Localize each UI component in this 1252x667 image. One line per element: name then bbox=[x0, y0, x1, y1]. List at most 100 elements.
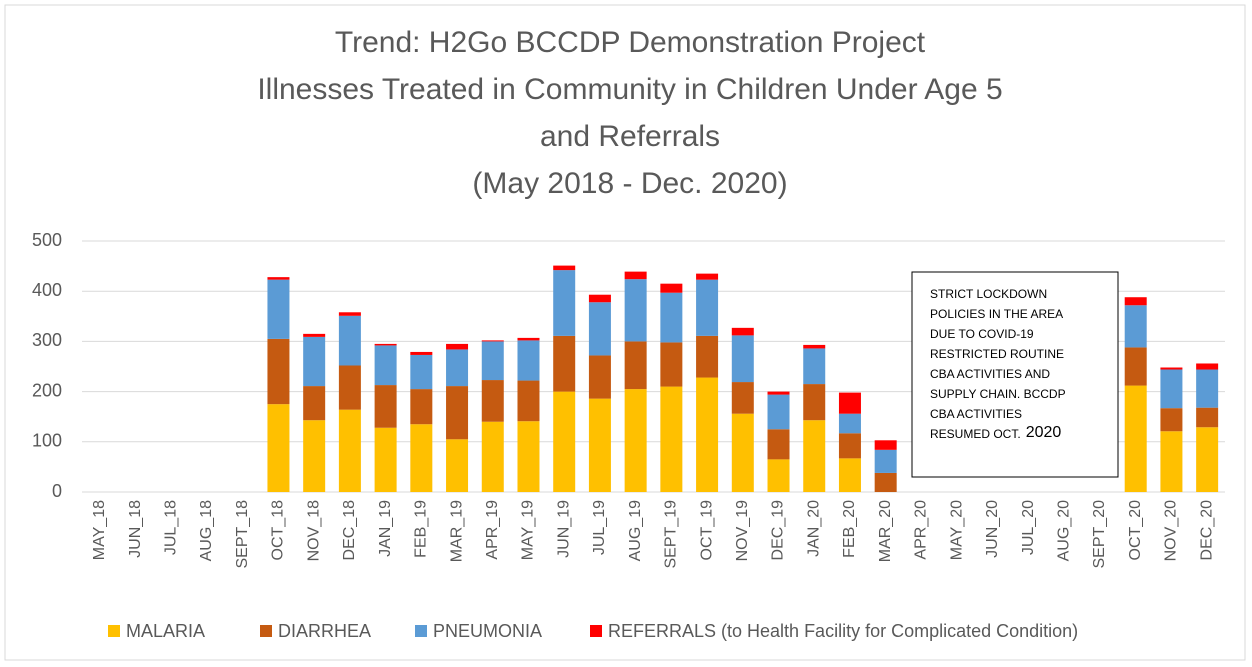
bar-segment bbox=[1124, 297, 1147, 306]
bar-segment bbox=[1124, 347, 1147, 386]
bar-segment bbox=[660, 386, 683, 492]
bar-segment bbox=[660, 342, 683, 387]
bar-segment bbox=[553, 391, 576, 492]
annotation-text: CBA ACTIVITIES AND bbox=[930, 367, 1050, 381]
x-tick-label: MAR_19 bbox=[448, 500, 465, 562]
bar-segment bbox=[624, 341, 647, 390]
bar-segment bbox=[624, 279, 647, 342]
annotation-text: POLICIES IN THE AREA bbox=[930, 307, 1063, 321]
x-tick-label: DEC_19 bbox=[770, 500, 787, 561]
x-tick-label: DEC_20 bbox=[1198, 500, 1215, 561]
bar-segment bbox=[410, 389, 433, 425]
x-tick-label: AUG_20 bbox=[1055, 500, 1072, 561]
bar-segment bbox=[374, 385, 397, 428]
bar-segment bbox=[588, 355, 611, 399]
bar-segment bbox=[553, 270, 576, 336]
x-tick-label: SEPT_20 bbox=[1091, 500, 1108, 569]
x-tick-label: MAY_19 bbox=[520, 500, 537, 560]
bar-segment bbox=[838, 458, 861, 492]
x-tick-label: JUL_20 bbox=[1020, 500, 1037, 555]
bar-segment bbox=[803, 384, 826, 421]
bar-segment bbox=[338, 312, 361, 316]
legend-label: DIARRHEA bbox=[278, 621, 371, 641]
x-tick-label: JUL_18 bbox=[163, 500, 180, 555]
x-tick-label: APR_19 bbox=[484, 500, 501, 560]
bar-segment bbox=[446, 439, 469, 492]
annotation-box bbox=[911, 271, 1119, 478]
bar-segment bbox=[553, 265, 576, 271]
bar-segment bbox=[803, 344, 826, 349]
y-tick-label: 300 bbox=[32, 330, 62, 350]
bar-segment bbox=[1124, 305, 1147, 348]
bar-segment bbox=[731, 335, 754, 383]
x-tick-label: JAN_19 bbox=[377, 500, 394, 557]
legend-swatch bbox=[415, 625, 427, 637]
legend-swatch bbox=[108, 625, 120, 637]
bar-segment bbox=[338, 409, 361, 492]
annotation-text: STRICT LOCKDOWN bbox=[930, 287, 1047, 301]
bar-segment bbox=[481, 341, 504, 381]
bar-segment bbox=[1196, 363, 1219, 370]
legend-swatch bbox=[590, 625, 602, 637]
bar-segment bbox=[1196, 427, 1219, 492]
x-tick-label: AUG_19 bbox=[627, 500, 644, 561]
bar-segment bbox=[588, 302, 611, 356]
bar-segment bbox=[338, 315, 361, 366]
bar-segment bbox=[696, 273, 719, 280]
bar-segment bbox=[874, 449, 897, 473]
bar-segment bbox=[303, 386, 326, 421]
bar-segment bbox=[624, 389, 647, 492]
bar-segment bbox=[446, 349, 469, 387]
bar-segment bbox=[303, 336, 326, 387]
annotation-text: DUE TO COVID-19 bbox=[930, 327, 1034, 341]
bar-segment bbox=[303, 333, 326, 337]
bar-segment bbox=[374, 427, 397, 492]
bar-segment bbox=[696, 377, 719, 492]
y-tick-label: 400 bbox=[32, 280, 62, 300]
bar-segment bbox=[803, 420, 826, 492]
bar-segment bbox=[838, 413, 861, 434]
x-tick-label: AUG_18 bbox=[198, 500, 215, 561]
y-tick-label: 100 bbox=[32, 431, 62, 451]
bar-segment bbox=[517, 340, 540, 381]
bar-segment bbox=[1160, 369, 1183, 409]
chart-title: (May 2018 - Dec. 2020) bbox=[472, 167, 787, 200]
x-tick-label: NOV_20 bbox=[1163, 500, 1180, 561]
bar-segment bbox=[1160, 408, 1183, 432]
x-tick-label: DEC_18 bbox=[341, 500, 358, 561]
bar-segment bbox=[767, 394, 790, 430]
bar-segment bbox=[267, 404, 290, 492]
x-tick-label: FEB_20 bbox=[841, 500, 858, 558]
bar-segment bbox=[481, 380, 504, 422]
bar-segment bbox=[588, 294, 611, 303]
bar-segment bbox=[696, 335, 719, 378]
bar-segment bbox=[374, 345, 397, 386]
bar-segment bbox=[303, 420, 326, 492]
bar-segment bbox=[1160, 431, 1183, 492]
y-tick-label: 200 bbox=[32, 380, 62, 400]
annotation-text: SUPPLY CHAIN. BCCDP bbox=[930, 387, 1066, 401]
bar-segment bbox=[696, 279, 719, 336]
bar-segment bbox=[267, 277, 290, 280]
bar-segment bbox=[1160, 367, 1183, 370]
x-tick-label: NOV_18 bbox=[305, 500, 322, 561]
bar-segment bbox=[553, 335, 576, 392]
annotation-text: CBA ACTIVITIES bbox=[930, 407, 1022, 421]
legend-label: PNEUMONIA bbox=[433, 621, 542, 641]
bar-segment bbox=[410, 354, 433, 390]
y-tick-label: 0 bbox=[52, 481, 62, 501]
bar-segment bbox=[410, 351, 433, 355]
x-tick-label: MAY_18 bbox=[91, 500, 108, 560]
x-tick-label: NOV_19 bbox=[734, 500, 751, 561]
annotation-text: RESTRICTED ROUTINE bbox=[930, 347, 1064, 361]
x-tick-label: JUN_18 bbox=[127, 500, 144, 558]
chart-title: Illnesses Treated in Community in Childr… bbox=[257, 73, 1002, 106]
bar-segment bbox=[731, 382, 754, 414]
bar-segment bbox=[624, 271, 647, 280]
bar-segment bbox=[517, 421, 540, 492]
bar-segment bbox=[874, 440, 897, 450]
bar-segment bbox=[481, 421, 504, 492]
bar-segment bbox=[374, 343, 397, 346]
annotation-text: RESUMED OCT. bbox=[930, 427, 1021, 441]
bar-segment bbox=[446, 386, 469, 440]
